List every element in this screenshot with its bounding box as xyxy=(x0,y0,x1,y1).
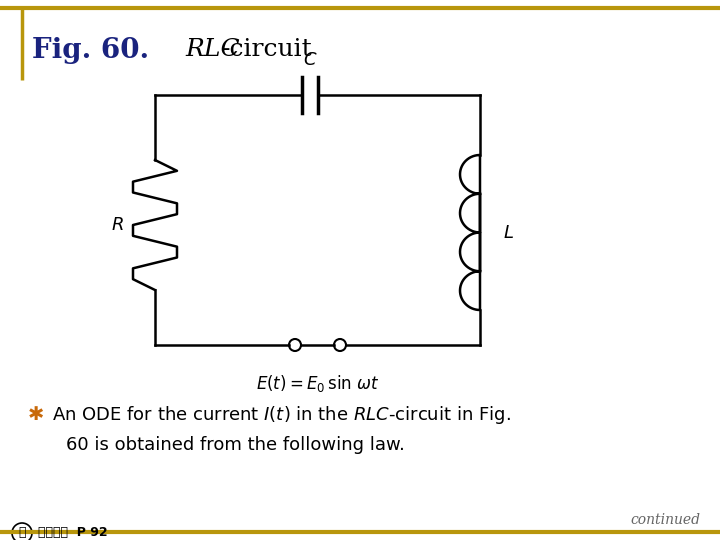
Text: 60 is obtained from the following law.: 60 is obtained from the following law. xyxy=(66,436,405,454)
Text: RLC: RLC xyxy=(185,38,240,62)
Text: ⓘ: ⓘ xyxy=(18,526,26,539)
Text: $L$: $L$ xyxy=(503,224,513,241)
Text: Fig. 60.: Fig. 60. xyxy=(32,37,149,64)
Text: continued: continued xyxy=(630,513,700,527)
Text: 欧亚書局  P 92: 欧亚書局 P 92 xyxy=(38,526,107,539)
Text: $R$: $R$ xyxy=(111,216,123,234)
Text: An ODE for the current $\mathit{I(t)}$ in the $\mathit{RLC}$-circuit in Fig.: An ODE for the current $\mathit{I(t)}$ i… xyxy=(52,404,510,426)
Text: ✱: ✱ xyxy=(28,406,45,424)
Text: $E(t) = E_0\,\sin\,\omega t$: $E(t) = E_0\,\sin\,\omega t$ xyxy=(256,373,379,394)
Text: $C$: $C$ xyxy=(302,51,318,69)
Text: -circuit: -circuit xyxy=(222,38,312,62)
